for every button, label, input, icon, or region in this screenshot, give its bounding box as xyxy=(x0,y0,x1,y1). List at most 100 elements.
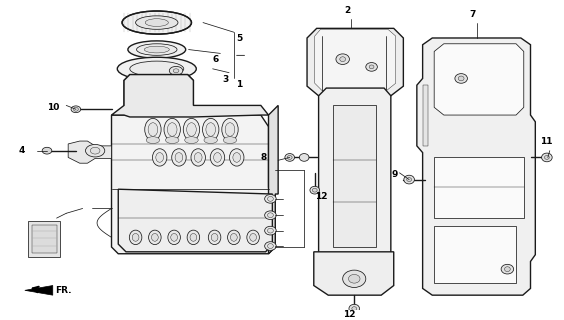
Ellipse shape xyxy=(145,19,168,27)
Ellipse shape xyxy=(146,137,160,143)
Ellipse shape xyxy=(299,154,309,161)
Ellipse shape xyxy=(168,123,177,136)
Ellipse shape xyxy=(343,270,366,287)
Ellipse shape xyxy=(310,186,320,194)
Ellipse shape xyxy=(267,244,274,248)
Ellipse shape xyxy=(349,275,360,283)
Polygon shape xyxy=(68,141,112,163)
Text: 1: 1 xyxy=(236,80,242,89)
Polygon shape xyxy=(307,28,403,96)
Polygon shape xyxy=(434,157,524,218)
Polygon shape xyxy=(268,105,278,254)
Ellipse shape xyxy=(191,149,205,166)
Ellipse shape xyxy=(230,149,244,166)
Ellipse shape xyxy=(122,11,191,34)
Ellipse shape xyxy=(267,196,274,201)
Text: 3: 3 xyxy=(222,75,228,84)
Polygon shape xyxy=(112,75,268,117)
Ellipse shape xyxy=(267,213,274,218)
Ellipse shape xyxy=(149,88,168,100)
Ellipse shape xyxy=(223,137,237,143)
Ellipse shape xyxy=(128,41,186,58)
Text: 7: 7 xyxy=(469,10,476,19)
Polygon shape xyxy=(333,105,376,247)
Ellipse shape xyxy=(265,226,276,235)
Ellipse shape xyxy=(173,69,179,73)
Ellipse shape xyxy=(501,264,514,274)
Ellipse shape xyxy=(164,118,180,140)
Polygon shape xyxy=(319,88,391,269)
Ellipse shape xyxy=(187,123,196,136)
Ellipse shape xyxy=(142,83,175,104)
Ellipse shape xyxy=(73,107,78,111)
Ellipse shape xyxy=(214,153,221,162)
Polygon shape xyxy=(28,221,60,257)
Text: FR.: FR. xyxy=(55,286,71,295)
Ellipse shape xyxy=(117,57,196,80)
Ellipse shape xyxy=(459,76,464,81)
Text: 5: 5 xyxy=(236,34,242,43)
Ellipse shape xyxy=(404,175,415,184)
Ellipse shape xyxy=(185,137,198,143)
Ellipse shape xyxy=(366,62,377,71)
Ellipse shape xyxy=(541,153,552,162)
Ellipse shape xyxy=(222,118,238,140)
Ellipse shape xyxy=(130,61,184,76)
Ellipse shape xyxy=(190,234,197,241)
Text: 2: 2 xyxy=(345,6,351,15)
Ellipse shape xyxy=(352,307,356,311)
Ellipse shape xyxy=(148,230,161,244)
Ellipse shape xyxy=(156,153,164,162)
Ellipse shape xyxy=(340,57,346,61)
Ellipse shape xyxy=(136,44,177,55)
Ellipse shape xyxy=(152,149,167,166)
Ellipse shape xyxy=(171,234,178,241)
Ellipse shape xyxy=(135,16,178,29)
Ellipse shape xyxy=(455,74,468,83)
Ellipse shape xyxy=(336,54,350,64)
Ellipse shape xyxy=(407,178,412,181)
Text: 6: 6 xyxy=(213,55,219,64)
Ellipse shape xyxy=(132,234,139,241)
Text: 10: 10 xyxy=(47,102,59,112)
Polygon shape xyxy=(315,29,396,91)
Ellipse shape xyxy=(175,153,183,162)
Ellipse shape xyxy=(71,106,81,113)
Text: 12: 12 xyxy=(343,310,356,319)
Ellipse shape xyxy=(152,234,158,241)
Ellipse shape xyxy=(90,147,100,154)
Ellipse shape xyxy=(265,242,276,250)
Ellipse shape xyxy=(349,304,359,313)
Ellipse shape xyxy=(210,149,224,166)
Ellipse shape xyxy=(265,195,276,203)
Ellipse shape xyxy=(204,137,218,143)
Ellipse shape xyxy=(144,46,169,53)
Text: 11: 11 xyxy=(540,137,552,146)
Ellipse shape xyxy=(267,228,274,233)
Ellipse shape xyxy=(233,153,241,162)
Ellipse shape xyxy=(228,230,240,244)
Ellipse shape xyxy=(287,156,292,159)
Ellipse shape xyxy=(265,211,276,220)
Text: 8: 8 xyxy=(261,153,267,162)
Ellipse shape xyxy=(129,230,142,244)
Ellipse shape xyxy=(187,230,200,244)
Ellipse shape xyxy=(544,156,549,159)
Ellipse shape xyxy=(202,118,219,140)
Ellipse shape xyxy=(208,230,221,244)
Ellipse shape xyxy=(312,188,317,192)
Ellipse shape xyxy=(86,144,105,157)
Text: 12: 12 xyxy=(315,192,327,201)
Polygon shape xyxy=(434,44,524,115)
Ellipse shape xyxy=(369,65,374,69)
Ellipse shape xyxy=(247,230,259,244)
Ellipse shape xyxy=(145,118,161,140)
Ellipse shape xyxy=(183,118,200,140)
Ellipse shape xyxy=(168,230,180,244)
Ellipse shape xyxy=(231,234,237,241)
Ellipse shape xyxy=(42,147,52,154)
Polygon shape xyxy=(434,226,516,283)
Text: 4: 4 xyxy=(18,146,24,155)
Polygon shape xyxy=(25,285,53,295)
Ellipse shape xyxy=(148,123,158,136)
